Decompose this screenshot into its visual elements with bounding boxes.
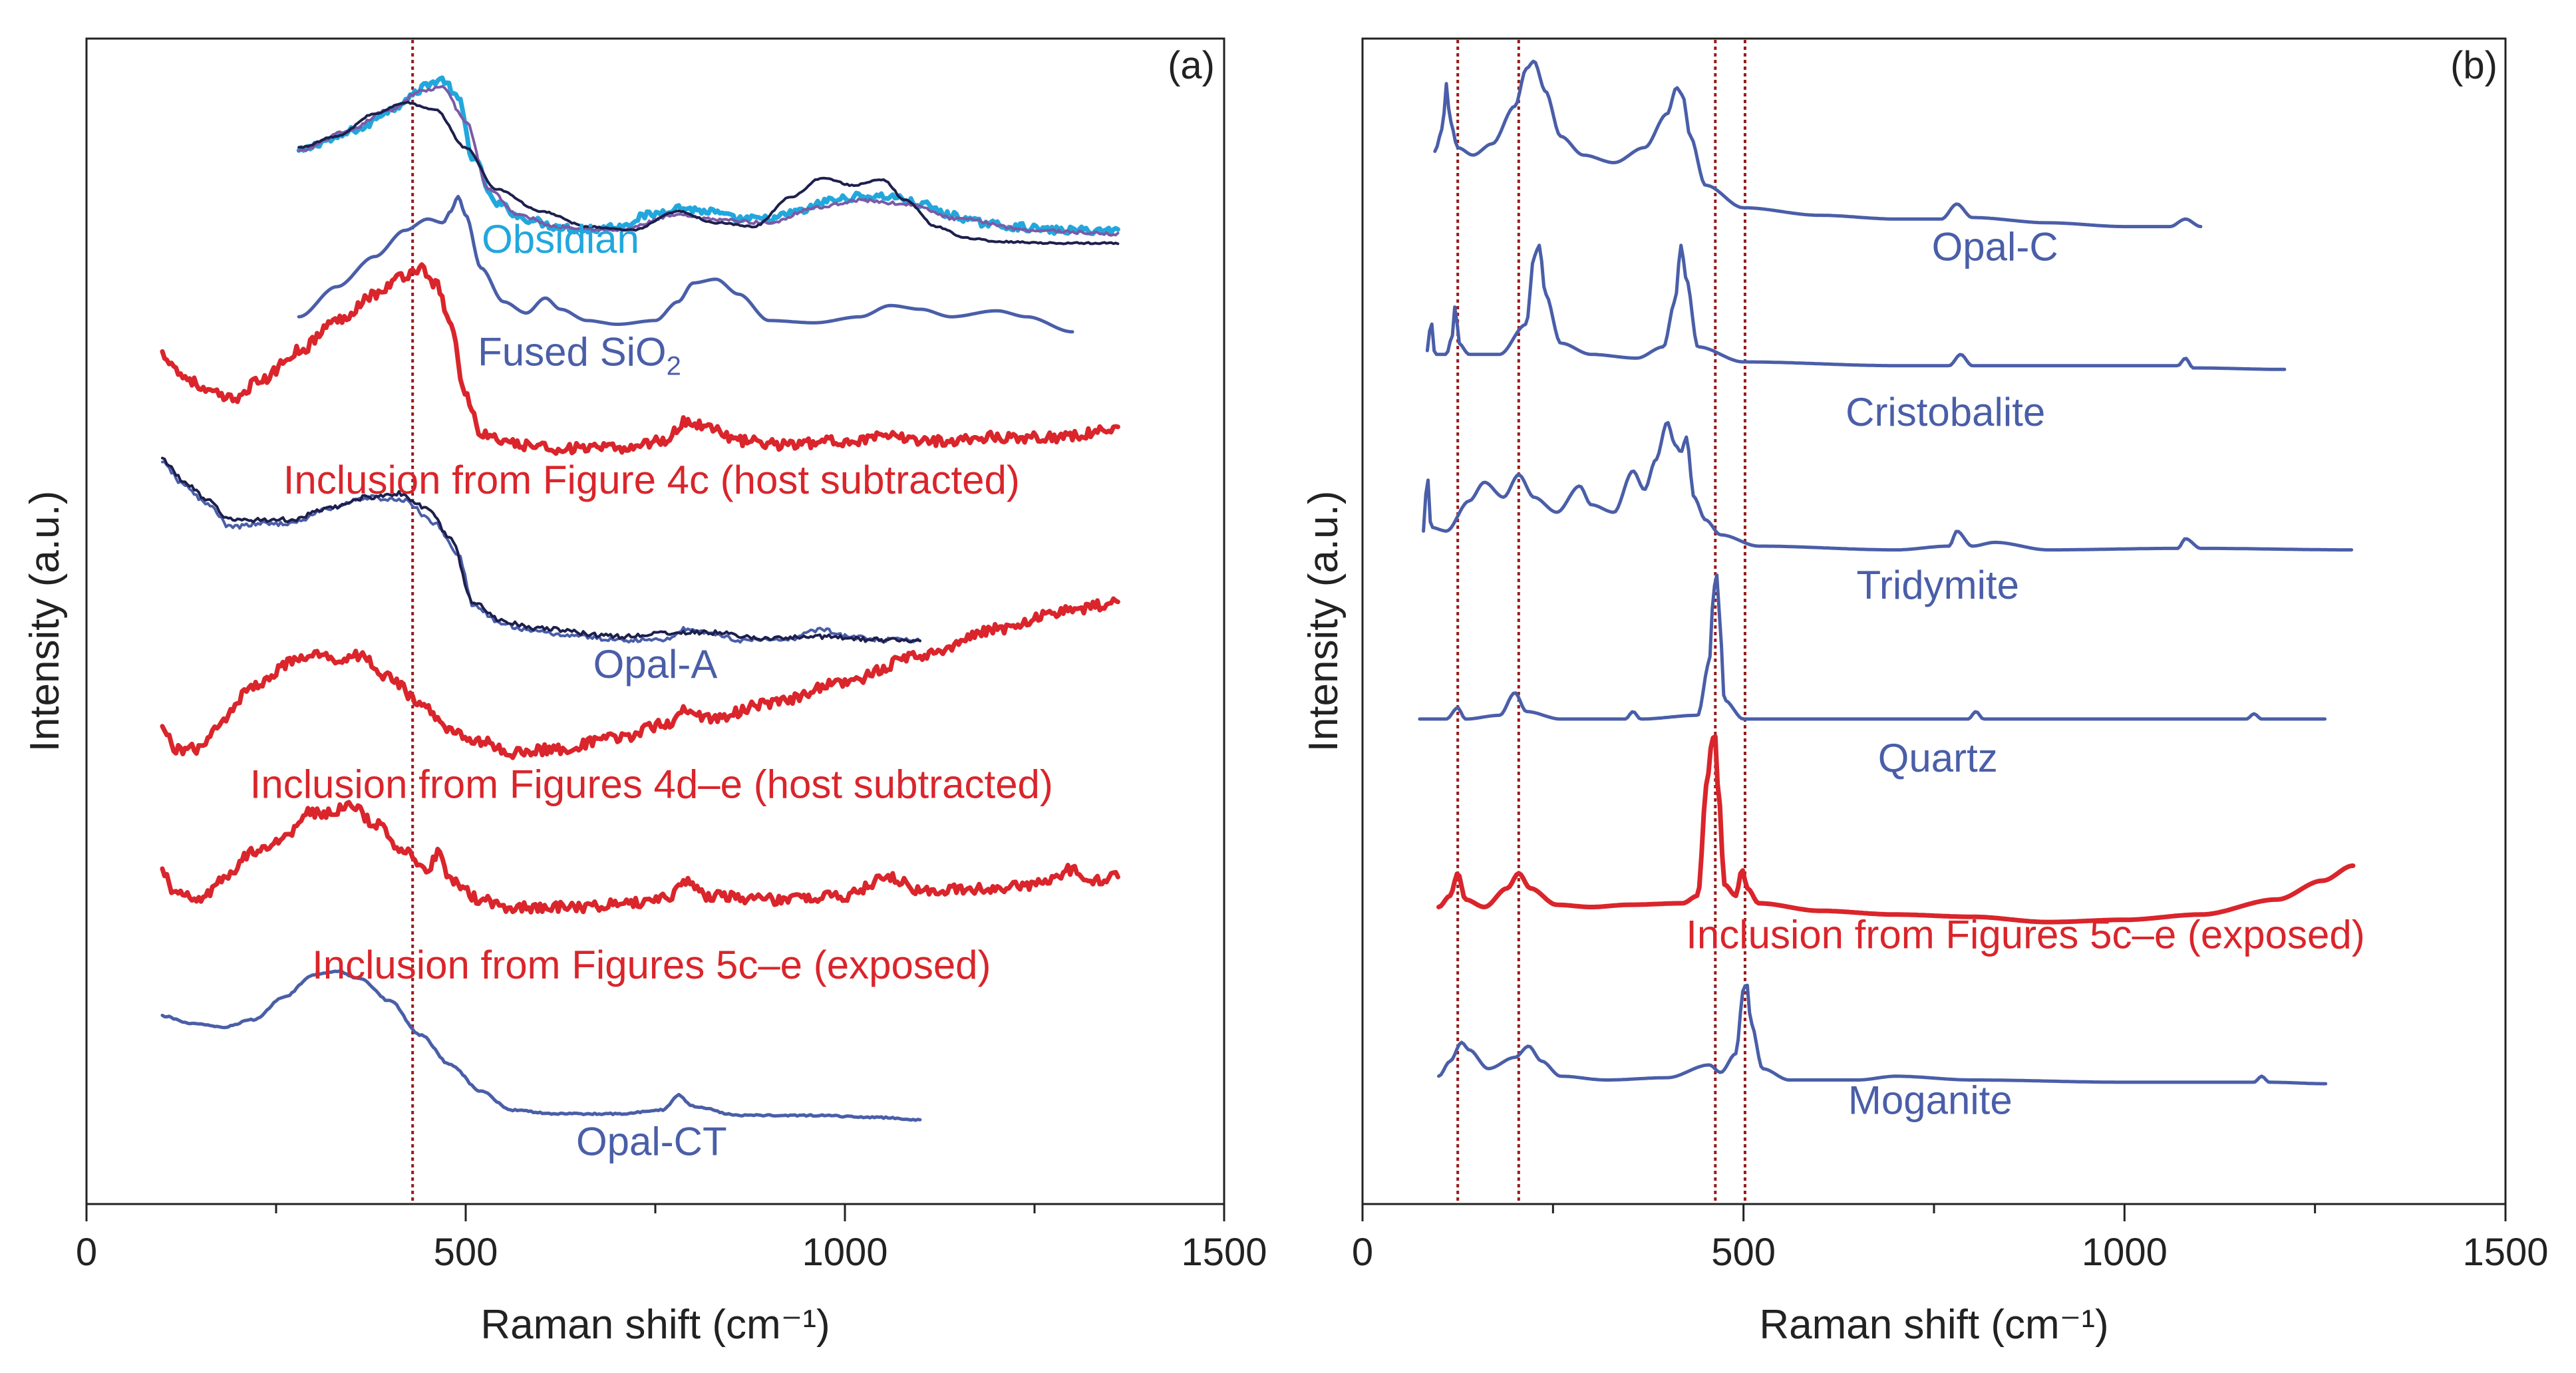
series-line-cristobalite — [1425, 243, 2287, 371]
series-line-quartz — [1418, 573, 2327, 721]
series-line-moganite — [1437, 983, 2328, 1086]
curve-label: Inclusion from Figures 5c–e (exposed) — [1686, 913, 2364, 957]
x-tick-label: 1000 — [2082, 1231, 2168, 1274]
series-line-tridymite — [1422, 420, 2354, 552]
curve-label: Inclusion from Figures 4d–e (host subtra… — [250, 762, 1053, 807]
curve-label: Cristobalite — [1846, 390, 2045, 434]
curve-label: Tridymite — [1857, 563, 2019, 607]
series-line-inclusion-from-figure-4c-host-subtracted- — [160, 262, 1120, 456]
curve-label: Obsidian — [482, 217, 639, 261]
panel-tag-b: (b) — [2450, 44, 2497, 87]
curve-label: Opal-CT — [576, 1120, 727, 1164]
x-tick-label: 500 — [434, 1231, 498, 1274]
curve-labels-a: Obsidian Fused SiO2 Inclusion from Figure … — [250, 217, 1053, 1163]
curve-label: Moganite — [1848, 1078, 2012, 1122]
series-line-opal-a-2- — [161, 456, 921, 644]
series-line-obsidian-3- — [297, 100, 1120, 245]
curve-label: Inclusion from Figures 5c–e (exposed) — [312, 943, 991, 987]
x-tick-label: 1500 — [1181, 1231, 1267, 1274]
series-line-obsidian — [296, 75, 1120, 236]
curve-label: Quartz — [1878, 736, 1998, 780]
series-line-inclusion-from-figures-4d-e-host-subtracted- — [160, 596, 1120, 760]
series-line-inclusion-from-figures-5c-e-exposed- — [1436, 734, 2356, 925]
curve-label: Inclusion from Figure 4c (host subtracte… — [283, 458, 1020, 502]
panel-b: Opal-C Cristobalite Tridymite Quartz Inclusi… — [1301, 37, 2549, 1348]
curve-label: Fused SiO2 — [478, 330, 681, 381]
series-line-opal-ct — [160, 969, 922, 1122]
x-tick-label: 0 — [1352, 1231, 1373, 1274]
series-line-obsidian-2- — [297, 84, 1120, 237]
x-axis-title-a: Raman shift (cm⁻¹) — [480, 1302, 830, 1348]
marker-lines-b — [1456, 40, 1746, 1203]
series-group-b — [1418, 59, 2356, 1086]
panel-a: Obsidian Fused SiO2 Inclusion from Figure … — [22, 37, 1267, 1348]
x-tick-label: 1000 — [802, 1231, 887, 1274]
curve-label: Opal-A — [593, 642, 718, 686]
series-group-a — [160, 75, 1120, 1122]
series-line-inclusion-from-figures-5c-e-exposed- — [160, 800, 1120, 915]
curve-label: Opal-C — [1932, 224, 2058, 269]
x-tick-label: 0 — [76, 1231, 97, 1274]
curve-labels-b: Opal-C Cristobalite Tridymite Quartz Inclusi… — [1686, 224, 2364, 1122]
x-axis-ticks-b: 0 500 1000 1500 — [1352, 1204, 2549, 1274]
series-line-fused-sio- — [297, 194, 1074, 334]
x-axis-ticks-a: 0 500 1000 1500 — [76, 1204, 1267, 1274]
x-tick-label: 1500 — [2462, 1231, 2548, 1274]
x-tick-label: 500 — [1711, 1231, 1776, 1274]
y-axis-title-a: Intensity (a.u.) — [22, 491, 68, 752]
y-axis-title-b: Intensity (a.u.) — [1301, 491, 1347, 752]
x-axis-title-b: Raman shift (cm⁻¹) — [1759, 1302, 2108, 1348]
panel-tag-a: (a) — [1168, 44, 1215, 87]
series-line-opal-c — [1433, 59, 2203, 229]
